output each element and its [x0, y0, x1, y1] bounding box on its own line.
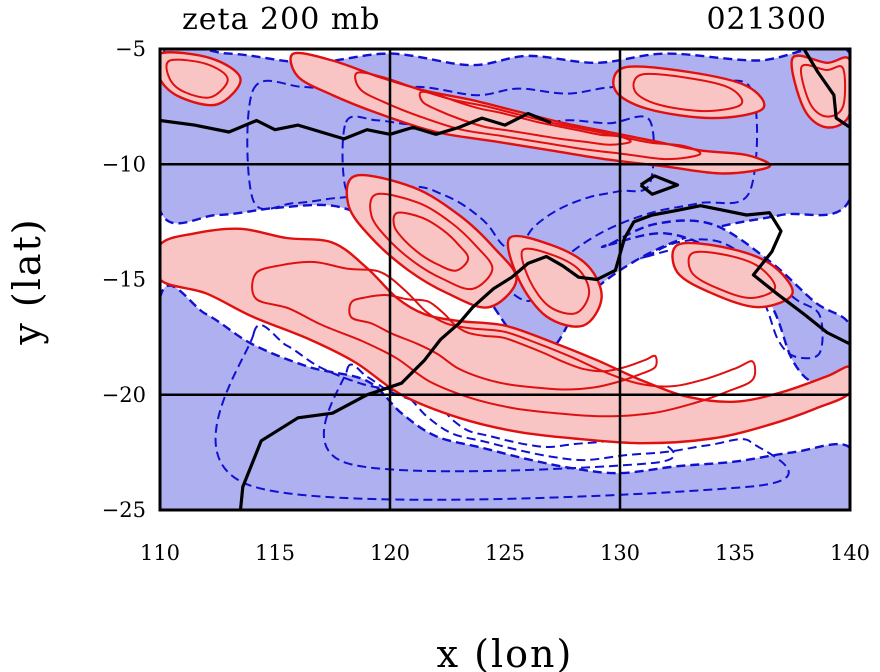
y-tick-label: −5 [115, 37, 146, 61]
contour-line [354, 71, 702, 161]
x-tick-label: 110 [140, 541, 180, 565]
contour-line [392, 211, 470, 272]
coastline [802, 49, 850, 129]
grid-lines [160, 49, 850, 510]
positive-vorticity-region [671, 241, 794, 309]
y-tick-label: −25 [102, 498, 146, 522]
contour-line [369, 192, 494, 291]
contour-fill [160, 284, 850, 510]
contour-fill [506, 234, 603, 328]
coastline [160, 111, 552, 141]
contour-line [800, 63, 847, 118]
contour-line [348, 294, 658, 391]
chart-timestamp: 021300 [706, 2, 827, 37]
contour-line [165, 58, 229, 99]
x-axis-label: x (lon) [437, 632, 574, 672]
x-tick-label: 125 [485, 541, 525, 565]
coastline [238, 204, 850, 510]
positive-vorticity-region [160, 51, 242, 107]
contour-line [214, 324, 790, 501]
y-axis-ticks: −5 −10 −15 −20 −25 [102, 37, 146, 522]
positive-vorticity-region [612, 65, 766, 120]
contour-line [246, 79, 759, 302]
positive-vorticity-region [160, 227, 850, 445]
x-tick-label: 120 [370, 541, 410, 565]
contour-line [323, 363, 676, 473]
positive-vorticity-region [506, 234, 603, 328]
contour-line [687, 250, 777, 300]
chart-title: zeta 200 mb [182, 2, 381, 37]
x-axis-ticks: 110 115 120 125 130 135 140 [140, 541, 870, 565]
y-axis-label: y (lat) [5, 217, 49, 345]
contour-fill [160, 227, 850, 445]
plot-frame [158, 47, 852, 512]
contour-fill [612, 65, 766, 120]
coastline [639, 174, 680, 196]
contour-line [632, 72, 744, 113]
y-tick-label: −20 [102, 383, 146, 407]
y-tick-label: −10 [102, 152, 146, 176]
x-tick-label: 135 [715, 541, 755, 565]
x-tick-label: 130 [600, 541, 640, 565]
contour-line [251, 260, 757, 418]
x-tick-label: 140 [830, 541, 870, 565]
coastline-layer [160, 49, 850, 510]
contour-regions [160, 49, 850, 510]
y-tick-label: −15 [102, 268, 146, 292]
contour-line [520, 247, 591, 315]
contour-fill [671, 241, 794, 309]
negative-vorticity-region [160, 284, 850, 510]
x-tick-label: 115 [255, 541, 295, 565]
